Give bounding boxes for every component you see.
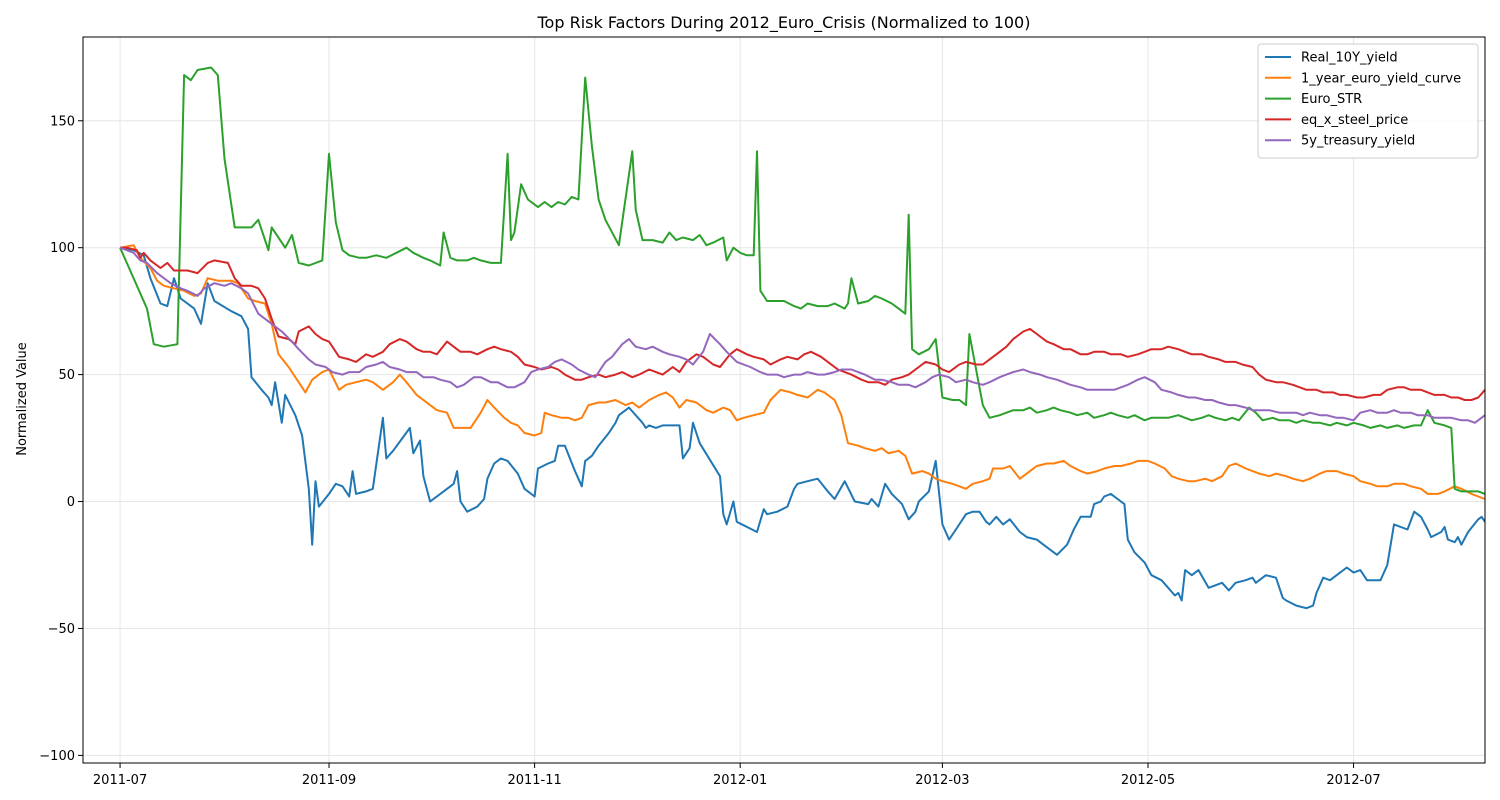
- legend-label: Real_10Y_yield: [1301, 51, 1398, 66]
- y-axis-title: Normalized Value: [15, 342, 30, 456]
- series-line-1_year_euro_yield_curve: [119, 244, 1486, 500]
- series-line-5y_treasury_yield: [119, 246, 1486, 424]
- series-line-Real_10Y_yield: [119, 246, 1486, 610]
- x-tick-label: 2012-01: [713, 773, 767, 788]
- y-tick-label: 0: [67, 495, 75, 510]
- legend: Real_10Y_yield 1_year_euro_yield_curve Eur…: [1257, 43, 1479, 159]
- legend-box: [1257, 43, 1479, 159]
- y-tick-label: 50: [58, 368, 75, 383]
- series-line-Euro_STR: [119, 66, 1486, 495]
- plot-frame: [82, 36, 1486, 764]
- x-tick-label: 2011-11: [507, 773, 561, 788]
- legend-label: 1_year_euro_yield_curve: [1301, 71, 1461, 86]
- x-tick-label: 2012-03: [915, 773, 969, 788]
- series-line-eq_x_steel_price: [120, 246, 1486, 401]
- x-tick-label: 2011-09: [302, 773, 356, 788]
- legend-label: 5y_treasury_yield: [1301, 134, 1415, 149]
- series-lines: [119, 66, 1486, 610]
- plot-area: [83, 37, 1485, 763]
- y-tick-label: 100: [50, 241, 75, 256]
- x-tick-label: 2012-07: [1326, 773, 1380, 788]
- y-tick-label: 150: [50, 114, 75, 129]
- grid-lines: [83, 37, 1485, 763]
- y-tick-label: −100: [39, 749, 75, 764]
- x-tick-label: 2011-07: [93, 773, 147, 788]
- y-tick-label: −50: [48, 622, 75, 637]
- legend-label: eq_x_steel_price: [1301, 113, 1408, 128]
- x-tick-label: 2012-05: [1121, 773, 1175, 788]
- legend-label: Euro_STR: [1301, 92, 1362, 107]
- axis-ticks: 2011-07 2011-09 2011-11 2012-01 2012-03 2012-…: [39, 114, 1380, 788]
- chart-title: Top Risk Factors During 2012_Euro_Crisis…: [537, 13, 1031, 33]
